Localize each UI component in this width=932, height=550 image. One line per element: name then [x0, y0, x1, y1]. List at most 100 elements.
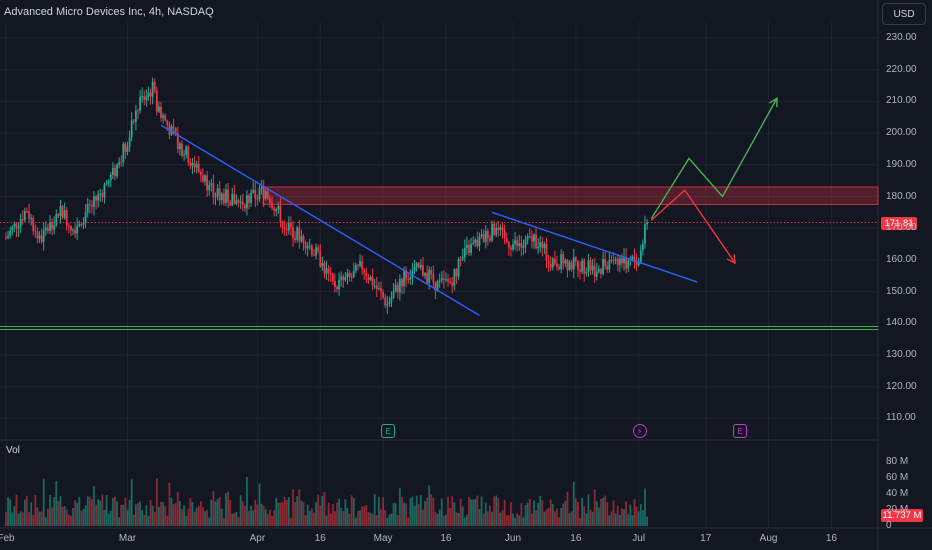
volume-bar — [424, 501, 426, 526]
candle-body — [434, 282, 437, 291]
volume-bar — [143, 515, 146, 526]
volume-bar — [466, 514, 468, 526]
volume-bar — [321, 495, 324, 526]
volume-bar — [478, 509, 481, 526]
volume-bar — [76, 502, 79, 526]
candle-body — [543, 244, 546, 249]
volume-bar — [296, 496, 299, 526]
candle-body — [342, 276, 345, 281]
candle-body — [461, 257, 464, 260]
candle-body — [149, 92, 152, 97]
candle-body — [436, 281, 439, 291]
volume-bar — [507, 514, 510, 526]
candle-body — [26, 211, 28, 213]
volume-bar — [497, 498, 500, 526]
volume-tick-label: 40 M — [886, 488, 909, 499]
candle-body — [296, 227, 299, 240]
candles — [5, 77, 648, 315]
candle-body — [350, 276, 353, 278]
candle-body — [597, 269, 600, 272]
volume-bar — [243, 505, 246, 526]
volume-bar — [539, 495, 542, 526]
volume-bar — [493, 496, 496, 526]
y-tick-label: 110.00 — [886, 412, 916, 424]
volume-bar — [313, 512, 315, 526]
candle-body — [313, 254, 315, 256]
candle-body — [57, 214, 60, 217]
volume-bar — [329, 513, 332, 526]
candle-body — [9, 230, 12, 236]
candle-body — [403, 270, 405, 287]
volume-bar — [600, 499, 602, 526]
volume-bar — [457, 512, 460, 526]
volume-bar — [459, 498, 462, 526]
candle-body — [417, 263, 420, 268]
candle-body — [120, 162, 123, 164]
volume-bar — [231, 513, 234, 526]
candle-body — [153, 81, 156, 91]
candle-body — [63, 210, 66, 218]
earnings-event-icon[interactable]: E — [381, 424, 396, 438]
y-tick-label: 220.00 — [886, 63, 917, 75]
candle-body — [503, 230, 506, 238]
volume-bar — [170, 497, 173, 526]
candle-body — [84, 212, 87, 223]
candle-body — [21, 219, 24, 221]
volume-bar — [178, 501, 181, 526]
candle-body — [497, 227, 500, 230]
volume-bar — [212, 491, 215, 526]
volume-bar — [419, 494, 422, 526]
earnings-event-icon[interactable]: E — [733, 424, 748, 438]
candle-body — [432, 273, 435, 283]
candle-body — [49, 222, 51, 231]
volume-bar — [537, 503, 540, 526]
volume-bar — [378, 496, 380, 526]
candle-body — [625, 256, 628, 269]
candle-body — [551, 258, 554, 268]
volume-bar — [168, 482, 171, 526]
volume-bar — [589, 509, 592, 526]
y-tick-label: 140.00 — [886, 317, 917, 329]
volume-bar — [442, 515, 445, 526]
currency-button[interactable]: USD — [882, 3, 926, 25]
volume-bar — [82, 508, 85, 526]
volume-bar — [59, 495, 62, 526]
candle-body — [321, 262, 324, 267]
candle-body — [616, 259, 619, 265]
candle-body — [430, 269, 433, 274]
candle-body — [187, 146, 190, 163]
volume-bar — [141, 509, 144, 526]
x-tick-label: Mar — [118, 533, 137, 544]
volume-bar — [181, 509, 183, 526]
candle-body — [260, 186, 263, 189]
candle-body — [34, 230, 37, 232]
volume-bar — [118, 517, 121, 526]
candle-body — [382, 291, 384, 298]
volume-bar — [225, 493, 227, 526]
candle-body — [451, 282, 454, 286]
volume-bar — [415, 495, 418, 526]
candle-body — [304, 243, 307, 249]
volume-bar — [164, 506, 167, 526]
candle-body — [227, 189, 229, 203]
volume-bar — [120, 504, 123, 526]
volume-bar — [449, 507, 452, 526]
candle-body — [317, 247, 320, 252]
last-volume-badge: 11.737 M — [881, 509, 923, 522]
dividend-event-icon[interactable]: ⚡ — [632, 424, 647, 438]
candle-body — [216, 188, 219, 197]
volume-bar — [505, 515, 508, 526]
candle-body — [530, 236, 533, 242]
candle-body — [641, 243, 644, 251]
candle-body — [390, 297, 393, 303]
candle-body — [258, 188, 261, 200]
volume-bar — [579, 517, 581, 526]
chart-drawings — [0, 96, 879, 331]
candle-body — [279, 205, 282, 223]
volume-bar — [55, 481, 58, 526]
volume-bar — [308, 510, 311, 526]
candle-body — [392, 291, 395, 298]
candle-body — [604, 258, 607, 266]
volume-bar — [61, 506, 64, 526]
